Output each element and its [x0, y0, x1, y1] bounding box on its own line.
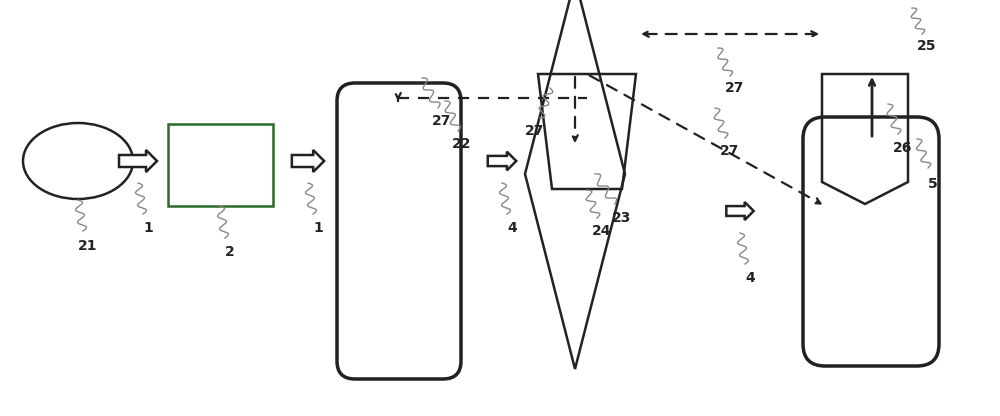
- Polygon shape: [292, 150, 324, 172]
- Text: 27: 27: [525, 124, 545, 138]
- Text: 25: 25: [917, 39, 937, 53]
- Polygon shape: [488, 152, 516, 170]
- Text: 1: 1: [143, 221, 153, 235]
- Text: 21: 21: [78, 239, 98, 253]
- Text: 24: 24: [592, 224, 612, 238]
- Text: 23: 23: [612, 211, 632, 225]
- Polygon shape: [726, 202, 754, 220]
- Text: 22: 22: [452, 137, 472, 151]
- Text: 27: 27: [432, 114, 452, 128]
- Text: 1: 1: [313, 221, 323, 235]
- Text: 5: 5: [928, 177, 938, 191]
- Text: 4: 4: [507, 221, 517, 235]
- Text: 27: 27: [720, 144, 740, 158]
- Text: 26: 26: [893, 141, 913, 155]
- Polygon shape: [119, 150, 157, 172]
- Text: 2: 2: [225, 245, 235, 259]
- Text: 27: 27: [725, 81, 745, 95]
- Text: 4: 4: [745, 271, 755, 285]
